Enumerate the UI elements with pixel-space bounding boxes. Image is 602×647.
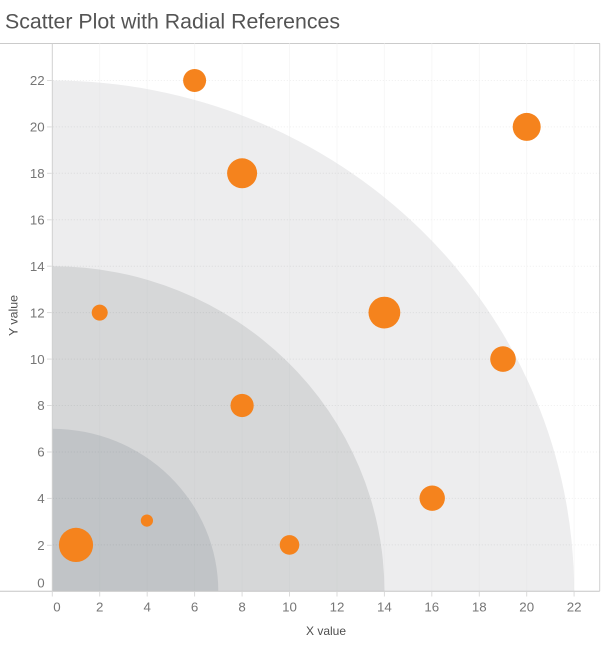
svg-text:20: 20 [519, 600, 534, 615]
svg-text:6: 6 [37, 445, 44, 460]
svg-text:20: 20 [30, 120, 45, 135]
svg-text:Scatter Plot with Radial Refer: Scatter Plot with Radial References [5, 10, 340, 34]
svg-text:18: 18 [30, 166, 45, 181]
svg-text:8: 8 [238, 600, 245, 615]
svg-text:12: 12 [30, 305, 45, 320]
svg-text:12: 12 [330, 600, 345, 615]
svg-text:14: 14 [377, 600, 392, 615]
svg-text:22: 22 [567, 600, 582, 615]
svg-text:16: 16 [424, 600, 439, 615]
svg-text:2: 2 [37, 538, 44, 553]
svg-text:0: 0 [53, 600, 60, 615]
svg-text:0: 0 [37, 576, 44, 591]
svg-text:14: 14 [30, 259, 45, 274]
svg-text:22: 22 [30, 73, 45, 88]
svg-text:10: 10 [30, 352, 45, 367]
svg-text:8: 8 [37, 398, 44, 413]
svg-text:18: 18 [472, 600, 487, 615]
svg-text:10: 10 [282, 600, 297, 615]
svg-text:4: 4 [143, 600, 150, 615]
svg-text:X value: X value [306, 624, 346, 638]
svg-text:Y value: Y value [7, 295, 21, 336]
svg-text:2: 2 [96, 600, 103, 615]
svg-text:4: 4 [37, 491, 44, 506]
svg-text:6: 6 [191, 600, 198, 615]
svg-text:16: 16 [30, 213, 45, 228]
